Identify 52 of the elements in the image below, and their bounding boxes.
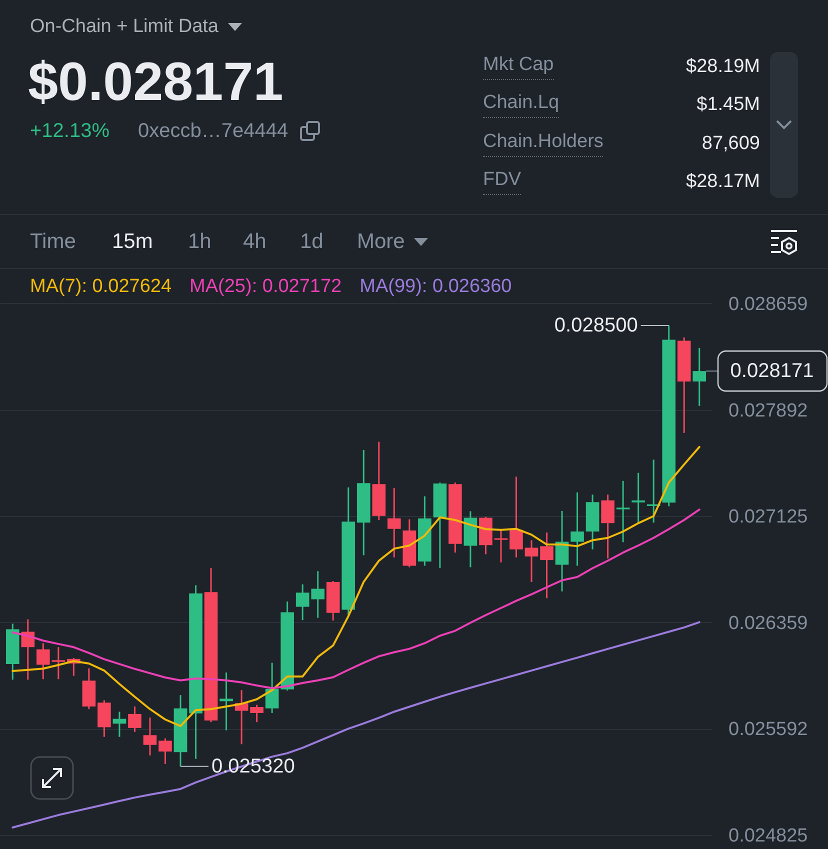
text: Chain.Holders	[483, 131, 604, 157]
text: +12.13%	[30, 120, 110, 142]
candlestick	[250, 704, 264, 723]
y-tick-label: 0.027125	[728, 506, 808, 528]
text: 1h	[188, 230, 212, 254]
y-tick-label: 0.028659	[728, 294, 808, 315]
text: Time	[30, 230, 76, 254]
candlestick	[510, 476, 523, 558]
candlestick	[692, 347, 706, 407]
text: MA(7): 0.027624	[30, 276, 172, 298]
candlestick	[158, 738, 172, 765]
text: $28.19M	[686, 56, 760, 78]
y-tick-label: 0.025592	[728, 719, 808, 740]
candlestick	[494, 529, 508, 564]
candlestick	[52, 646, 66, 680]
candlestick	[540, 532, 554, 599]
y-tick-label: 0.027892	[728, 400, 808, 422]
y-tick-label: 0.026359	[728, 612, 808, 634]
candlestick	[632, 472, 645, 524]
text: $28.17M	[686, 171, 760, 193]
text: 1d	[300, 230, 324, 254]
text: 4h	[243, 230, 266, 254]
candlestick	[311, 570, 325, 619]
text: $1.45M	[696, 94, 760, 116]
text: FDV	[483, 169, 521, 195]
text: MA(25): 0.027172	[190, 276, 342, 298]
candlestick	[524, 539, 538, 583]
annotation: 0.028500	[554, 314, 638, 336]
candlestick	[128, 706, 142, 733]
candlestick	[220, 672, 233, 732]
candlestick	[265, 662, 279, 714]
line-series	[12, 446, 700, 728]
y-tick-label: 0.024825	[728, 826, 808, 846]
text: 87,609	[702, 133, 760, 155]
candlestick	[296, 584, 310, 621]
candlestick	[112, 710, 126, 738]
text: More	[357, 230, 405, 254]
candlestick	[616, 480, 630, 543]
candlestick	[36, 642, 50, 680]
text: MA(99): 0.026360	[360, 276, 512, 298]
candlestick	[601, 494, 614, 560]
candlestick	[387, 487, 401, 558]
candlestick	[570, 492, 584, 566]
text: 0xeccb…7e4444	[138, 120, 288, 142]
chart-title: $0.028171	[28, 52, 284, 112]
text: On-Chain + Limit Data	[30, 16, 218, 38]
candlestick	[143, 716, 157, 756]
line-series	[12, 621, 700, 829]
text: Chain.Lq	[483, 92, 560, 118]
text: 15m	[112, 230, 153, 254]
text: Mkt Cap	[483, 54, 554, 80]
text: 0.028171	[730, 360, 814, 382]
